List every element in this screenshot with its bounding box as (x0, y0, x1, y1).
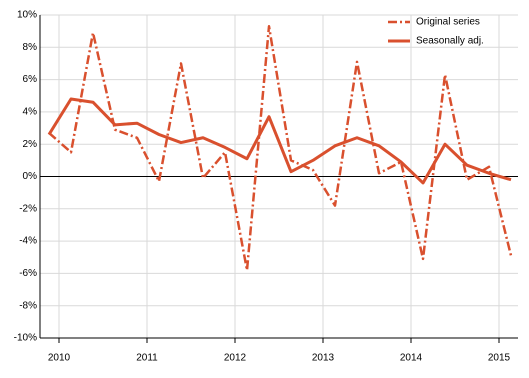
y-tick-label: -10% (14, 333, 37, 344)
y-tick-label: 4% (23, 107, 38, 118)
y-tick-label: -2% (19, 203, 37, 214)
y-tick-label: 10% (17, 10, 37, 21)
x-tick-label: 2014 (400, 353, 423, 364)
y-tick-label: 2% (23, 139, 38, 150)
x-tick-label: 2015 (488, 353, 511, 364)
x-tick-label: 2013 (312, 353, 335, 364)
y-tick-label: 6% (23, 74, 38, 85)
x-tick-label: 2010 (48, 353, 71, 364)
y-tick-label: -6% (19, 268, 37, 279)
x-tick-label: 2011 (136, 353, 158, 364)
x-tick-label: 2012 (224, 353, 247, 364)
y-tick-label: -4% (19, 236, 37, 247)
y-tick-label: 8% (23, 42, 38, 53)
series-line (47, 97, 512, 185)
y-tick-label: -8% (19, 300, 37, 311)
y-tick-label: 0% (23, 171, 38, 182)
legend-label: Original series (416, 17, 480, 28)
series-line (48, 25, 513, 272)
legend-label: Seasonally adj. (416, 36, 484, 47)
